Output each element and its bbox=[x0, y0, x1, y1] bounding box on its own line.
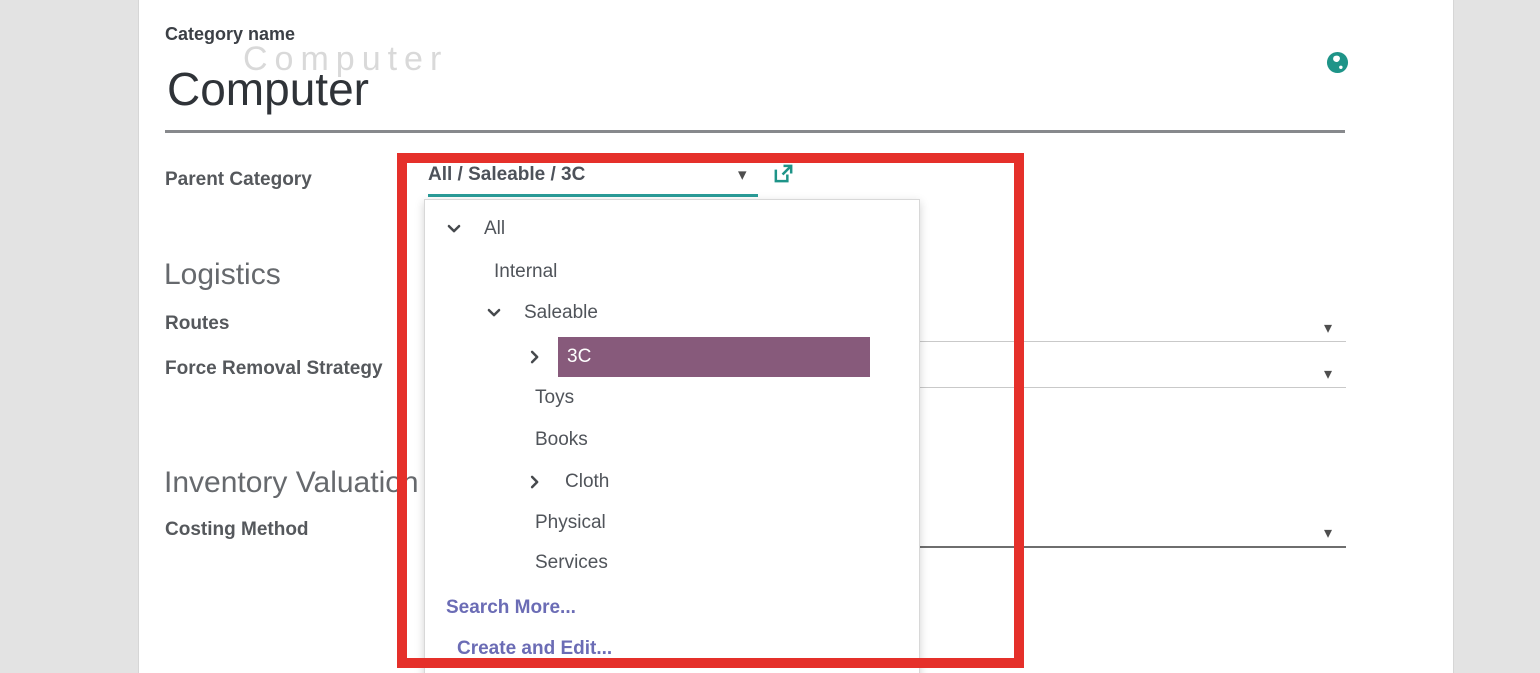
tree-item-cloth[interactable]: Cloth bbox=[527, 468, 609, 496]
parent-category-dropdown-panel bbox=[424, 199, 920, 673]
force-removal-strategy-label: Force Removal Strategy bbox=[165, 358, 383, 379]
translate-globe-icon[interactable] bbox=[1326, 51, 1349, 74]
force-removal-dropdown-caret-icon[interactable]: ▾ bbox=[1324, 366, 1333, 383]
tree-item-internal[interactable]: Internal bbox=[494, 258, 557, 286]
tree-item-label: Saleable bbox=[524, 302, 598, 323]
ghost-title-artifact: Computer bbox=[243, 40, 449, 78]
tree-item-label: All bbox=[484, 218, 506, 239]
tree-item-label: 3C bbox=[558, 337, 870, 377]
chevron-down-icon[interactable] bbox=[486, 305, 502, 321]
chevron-down-icon[interactable] bbox=[446, 221, 462, 237]
parent-category-combobox[interactable]: All / Saleable / 3C bbox=[428, 164, 586, 185]
costing-method-label: Costing Method bbox=[165, 519, 309, 540]
parent-category-caret-icon[interactable]: ▾ bbox=[738, 165, 747, 184]
costing-method-dropdown-caret-icon[interactable]: ▾ bbox=[1324, 525, 1333, 542]
chevron-right-icon[interactable] bbox=[527, 349, 543, 365]
left-gutter bbox=[0, 0, 139, 673]
tree-item-label: Cloth bbox=[565, 471, 610, 492]
routes-label: Routes bbox=[165, 313, 230, 334]
search-more-link[interactable]: Search More... bbox=[446, 597, 576, 618]
tree-item-label: Toys bbox=[535, 387, 575, 408]
tree-item-all[interactable]: All bbox=[446, 215, 505, 243]
routes-dropdown-caret-icon[interactable]: ▾ bbox=[1324, 320, 1333, 337]
tree-item-label: Services bbox=[535, 552, 608, 573]
tree-item-3c-selected[interactable]: 3C bbox=[527, 337, 870, 377]
category-name-label: Category name bbox=[165, 24, 296, 44]
create-and-edit-link[interactable]: Create and Edit... bbox=[457, 638, 613, 659]
right-gutter bbox=[1453, 0, 1540, 673]
chevron-right-icon[interactable] bbox=[527, 474, 543, 490]
tree-item-label: Books bbox=[535, 429, 588, 450]
tree-item-services[interactable]: Services bbox=[535, 549, 608, 577]
logistics-section-title: Logistics bbox=[164, 258, 281, 291]
tree-item-label: Physical bbox=[535, 512, 606, 533]
tree-item-books[interactable]: Books bbox=[535, 426, 588, 454]
tree-item-saleable[interactable]: Saleable bbox=[486, 299, 598, 327]
tree-item-physical[interactable]: Physical bbox=[535, 509, 606, 537]
category-name-input[interactable]: Computer bbox=[167, 63, 369, 115]
tree-item-label: Internal bbox=[494, 261, 558, 282]
title-underline bbox=[165, 130, 1345, 133]
tree-item-toys[interactable]: Toys bbox=[535, 384, 574, 412]
parent-category-focus-underline bbox=[428, 194, 758, 197]
parent-category-label: Parent Category bbox=[165, 169, 312, 190]
open-record-external-link-icon[interactable] bbox=[772, 162, 795, 185]
inventory-valuation-section-title: Inventory Valuation bbox=[164, 466, 419, 499]
